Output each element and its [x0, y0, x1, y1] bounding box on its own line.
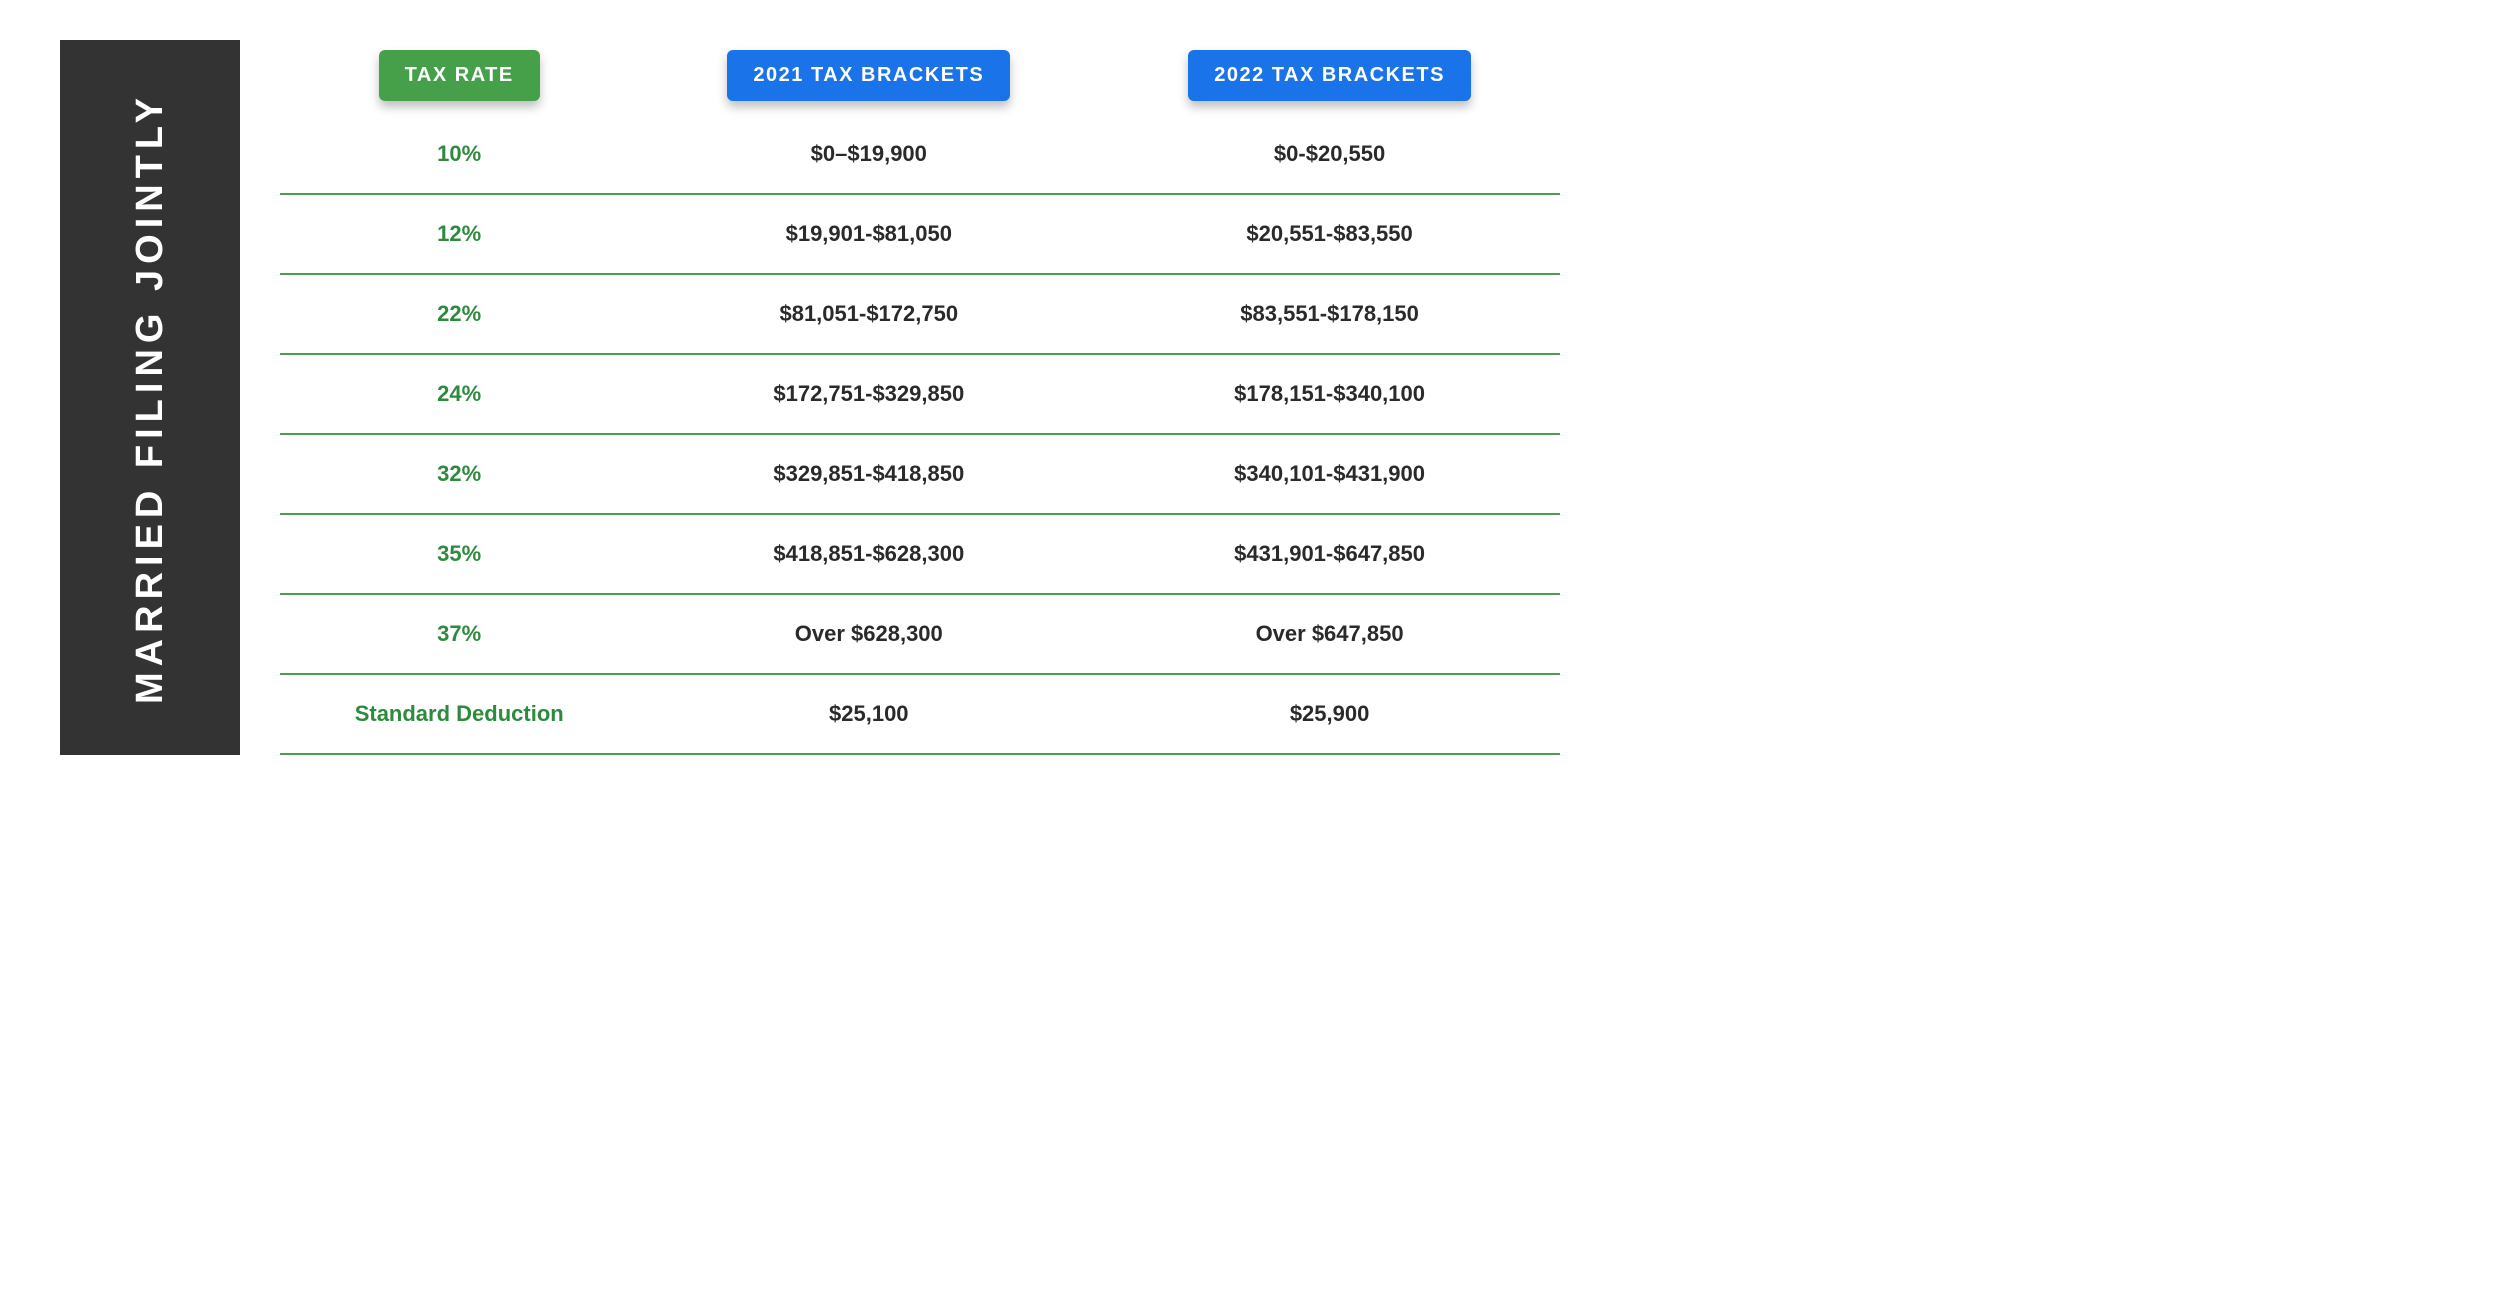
bracket-2022-cell: $340,101-$431,900	[1099, 461, 1560, 487]
header-cell-rate: TAX RATE	[280, 50, 638, 101]
bracket-2022-cell: $431,901-$647,850	[1099, 541, 1560, 567]
bracket-2021-cell: $19,901-$81,050	[638, 221, 1099, 247]
deduction-2022-cell: $25,900	[1099, 701, 1560, 727]
bracket-2022-cell: $178,151-$340,100	[1099, 381, 1560, 407]
bracket-2021-cell: $329,851-$418,850	[638, 461, 1099, 487]
bracket-2022-cell: $0-$20,550	[1099, 141, 1560, 167]
table-row: 32% $329,851-$418,850 $340,101-$431,900	[280, 435, 1560, 515]
header-row: TAX RATE 2021 TAX BRACKETS 2022 TAX BRAC…	[280, 50, 1560, 101]
bracket-2021-cell: $81,051-$172,750	[638, 301, 1099, 327]
bracket-2021-cell: $418,851-$628,300	[638, 541, 1099, 567]
header-cell-2022: 2022 TAX BRACKETS	[1099, 50, 1560, 101]
rate-cell: 37%	[280, 621, 638, 647]
bracket-2021-cell: Over $628,300	[638, 621, 1099, 647]
deduction-2021-cell: $25,100	[638, 701, 1099, 727]
brackets-2021-header-pill: 2021 TAX BRACKETS	[727, 50, 1010, 101]
rate-cell: 22%	[280, 301, 638, 327]
tax-rate-header-pill: TAX RATE	[379, 50, 540, 101]
bracket-2021-cell: $172,751-$329,850	[638, 381, 1099, 407]
table-row: 10% $0–$19,900 $0-$20,550	[280, 131, 1560, 195]
bracket-2022-cell: $83,551-$178,150	[1099, 301, 1560, 327]
table-row: 22% $81,051-$172,750 $83,551-$178,150	[280, 275, 1560, 355]
rate-cell: 24%	[280, 381, 638, 407]
filing-status-sidebar: MARRIED FILING JOINTLY	[60, 40, 240, 755]
rate-cell: 10%	[280, 141, 638, 167]
table-row: 37% Over $628,300 Over $647,850	[280, 595, 1560, 675]
rate-cell: 32%	[280, 461, 638, 487]
bracket-2022-cell: $20,551-$83,550	[1099, 221, 1560, 247]
table-area: TAX RATE 2021 TAX BRACKETS 2022 TAX BRAC…	[280, 40, 1560, 755]
table-row: 35% $418,851-$628,300 $431,901-$647,850	[280, 515, 1560, 595]
rate-cell: 12%	[280, 221, 638, 247]
tax-bracket-table: MARRIED FILING JOINTLY TAX RATE 2021 TAX…	[60, 40, 1560, 755]
bracket-2022-cell: Over $647,850	[1099, 621, 1560, 647]
table-row: 24% $172,751-$329,850 $178,151-$340,100	[280, 355, 1560, 435]
header-cell-2021: 2021 TAX BRACKETS	[638, 50, 1099, 101]
brackets-2022-header-pill: 2022 TAX BRACKETS	[1188, 50, 1471, 101]
rate-cell: 35%	[280, 541, 638, 567]
filing-status-title: MARRIED FILING JOINTLY	[129, 92, 172, 704]
bracket-2021-cell: $0–$19,900	[638, 141, 1099, 167]
standard-deduction-label: Standard Deduction	[280, 701, 638, 727]
standard-deduction-row: Standard Deduction $25,100 $25,900	[280, 675, 1560, 755]
table-row: 12% $19,901-$81,050 $20,551-$83,550	[280, 195, 1560, 275]
